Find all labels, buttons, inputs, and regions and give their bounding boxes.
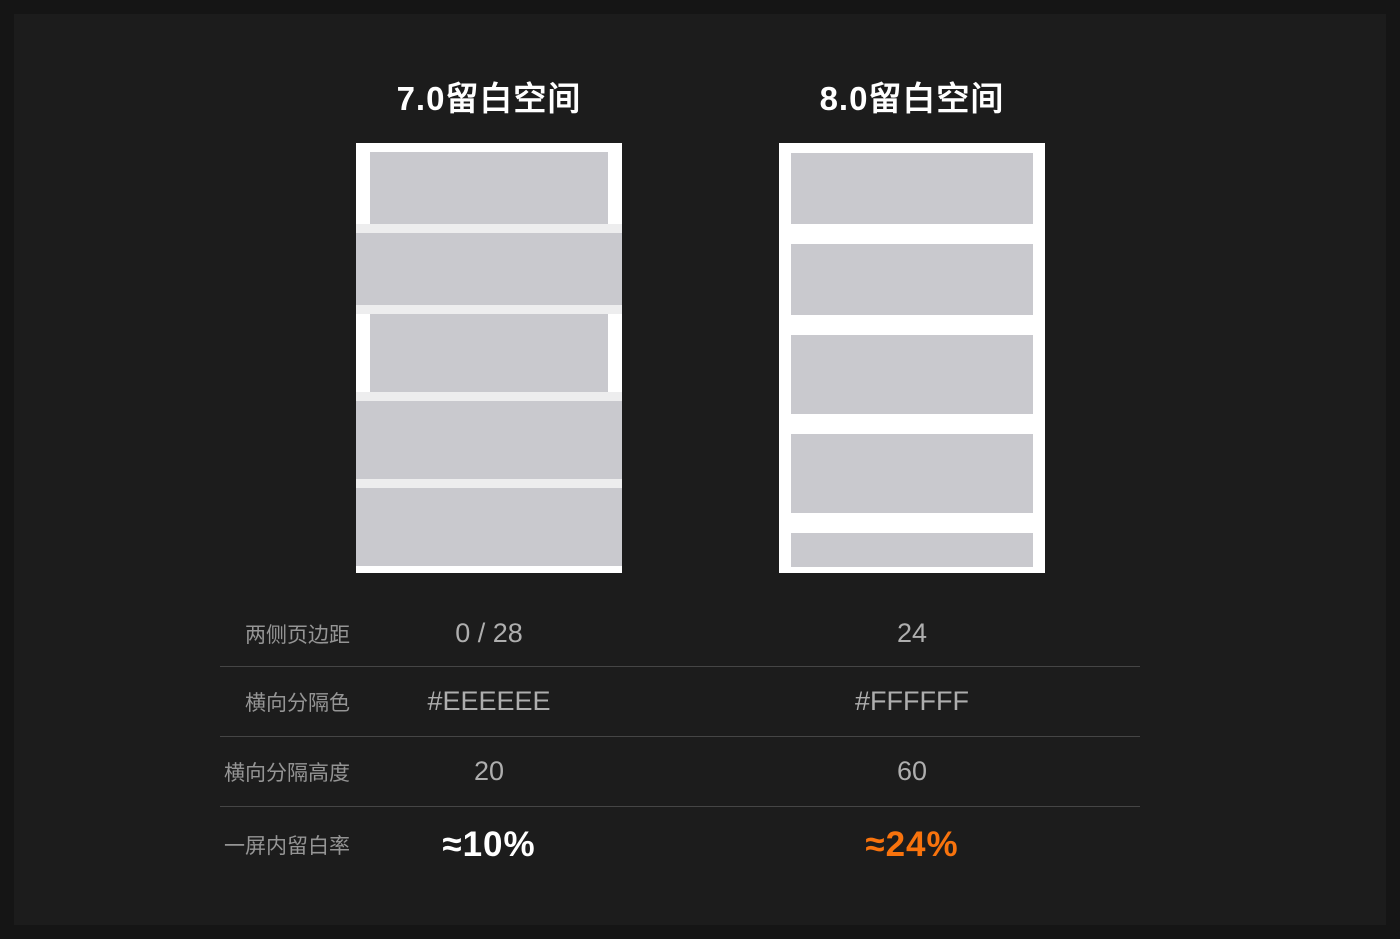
content-block [370,314,608,392]
spec-row-label: 两侧页边距 [245,623,350,647]
spec-value-7: 0 / 28 [455,618,523,648]
content-block [356,401,622,479]
spec-row-label: 横向分隔色 [245,691,350,715]
list-divider [779,224,1045,244]
spec-row-divider-color: 横向分隔色 #EEEEEE #FFFFFF [220,667,1140,737]
slide-canvas [14,14,1386,925]
list-divider [356,479,622,488]
content-block [370,152,608,224]
list-divider [356,305,622,314]
spec-row-label: 一屏内留白率 [224,835,350,858]
spec-value-7-highlight: ≈10% [442,825,536,864]
spec-value-7: 20 [473,756,505,786]
column-title-8: 8.0留白空间 [819,80,1005,117]
content-block [791,153,1033,224]
content-block [791,533,1033,567]
spec-value-8-highlight: ≈24% [865,825,959,864]
list-divider [356,392,622,401]
spec-value-8: 60 [896,756,928,786]
list-divider [779,315,1045,335]
content-block [356,488,622,566]
phone-mockup-7 [356,143,622,573]
content-block [791,335,1033,414]
spec-value-8: #FFFFFF [855,686,969,716]
spec-value-7: #EEEEEE [427,686,551,716]
list-divider [779,414,1045,434]
phone-mockup-8 [779,143,1045,573]
spec-row-label: 横向分隔高度 [224,761,350,785]
spec-row-side-margin: 两侧页边距 0 / 28 24 [220,601,1140,667]
content-block [356,233,622,305]
spec-table: 两侧页边距 0 / 28 24 横向分隔色 #EEEEEE #FFFFFF 横向… [220,601,1140,883]
spec-row-whitespace-ratio: 一屏内留白率 ≈10% ≈24% [220,807,1140,883]
spec-value-8: 24 [896,618,928,648]
list-divider [779,513,1045,533]
content-block [791,244,1033,315]
list-divider [356,224,622,233]
content-block [791,434,1033,513]
spec-row-divider-height: 横向分隔高度 20 60 [220,737,1140,807]
column-title-7: 7.0留白空间 [396,80,582,117]
